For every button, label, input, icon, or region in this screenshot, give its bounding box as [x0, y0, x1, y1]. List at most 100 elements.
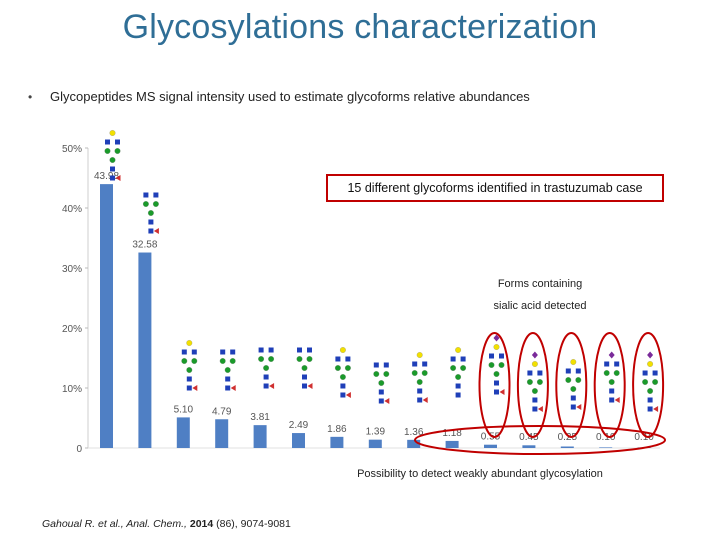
y-tick-label: 50% [62, 144, 82, 155]
citation-authors: Gahoual R. et al., Anal. Chem., [42, 518, 190, 530]
low-abundance-note: Possibility to detect weakly abundant gl… [357, 468, 603, 480]
bar-value-label: 0.25 [558, 432, 578, 443]
bar [368, 439, 382, 448]
glcnac-square [604, 361, 610, 367]
glcnac-square [345, 356, 351, 362]
mannose-circle [450, 365, 457, 371]
mannose-circle [460, 365, 467, 371]
bar [253, 425, 267, 448]
galactose-circle [186, 340, 193, 346]
glcnac-square [499, 353, 504, 359]
glcnac-square [263, 383, 269, 389]
glcnac-square [532, 406, 538, 412]
mannose-circle [306, 356, 313, 362]
glcnac-square [225, 376, 231, 382]
glcnac-square [258, 347, 264, 353]
citation-year: 2014 [189, 518, 214, 530]
mannose-circle [378, 380, 385, 386]
glcnac-square [532, 397, 538, 403]
galactose-circle [570, 359, 577, 365]
glcnac-square [268, 347, 274, 353]
sialic-highlight-ellipse [555, 332, 588, 438]
sialic-highlight-ellipse [593, 332, 626, 438]
glycan-structure [334, 347, 351, 398]
galactose-circle [531, 361, 538, 367]
mannose-circle [224, 367, 231, 373]
mannose-circle [109, 157, 116, 163]
fucose-triangle [384, 398, 390, 404]
mannose-circle [147, 210, 154, 216]
sialic-diamond [647, 351, 654, 359]
mannose-circle [229, 358, 236, 364]
glycan-structure [411, 352, 428, 403]
bar [599, 447, 613, 448]
mannose-circle [181, 358, 188, 364]
mannose-circle [186, 367, 193, 373]
glycan-structure [258, 347, 275, 389]
sialic-diamond [608, 351, 615, 359]
sialic-highlight-ellipse [516, 332, 549, 438]
mannose-circle [258, 356, 265, 362]
glcnac-square [609, 388, 615, 394]
glycan-structures-group [104, 130, 659, 412]
bar-value-label: 1.36 [404, 427, 424, 438]
glcnac-square [225, 385, 231, 391]
sialic-note-line2: sialic acid detected [493, 300, 587, 312]
fucose-triangle [653, 406, 659, 412]
slide-title: Glycosylations characterization [122, 8, 598, 46]
glycan-structure [373, 362, 390, 404]
bullet-text: Glycopeptides MS signal intensity used t… [50, 89, 530, 104]
glcnac-square [143, 192, 149, 198]
sialic-diamond [531, 351, 538, 359]
galactose-circle [416, 352, 423, 358]
glcnac-square [417, 397, 423, 403]
mannose-circle [642, 379, 649, 385]
glcnac-square [417, 388, 423, 394]
mannose-circle [531, 388, 538, 394]
mannose-circle [493, 371, 500, 377]
galactose-circle [109, 130, 116, 136]
glcnac-square [450, 356, 456, 362]
bar-value-label: 0.10 [634, 432, 654, 443]
glcnac-square [181, 349, 187, 355]
fucose-triangle [614, 397, 620, 403]
glcnac-square [575, 368, 581, 374]
bar-value-label: 0.10 [596, 432, 616, 443]
mannose-circle [296, 356, 303, 362]
mannose-circle [565, 377, 572, 383]
mannose-circle [647, 388, 654, 394]
citation-rest: (86), 9074-9081 [213, 518, 291, 530]
glycan-structure [450, 347, 467, 398]
mannose-circle [603, 370, 610, 376]
bar [215, 419, 229, 448]
low-abundance-highlight-ellipse [414, 425, 666, 455]
mannose-circle [339, 374, 346, 380]
mannose-circle [613, 370, 620, 376]
glcnac-square [460, 356, 466, 362]
bar [138, 252, 152, 448]
bar-value-label: 3.81 [250, 412, 270, 423]
glcnac-square [412, 361, 418, 367]
glcnac-square [378, 389, 384, 395]
glycan-structure [104, 130, 121, 181]
bar-value-label: 0.45 [519, 432, 539, 443]
glcnac-square [191, 349, 197, 355]
glcnac-square [148, 228, 154, 234]
sialic-note-line1: Forms containing [497, 278, 583, 290]
mannose-circle [383, 371, 390, 377]
galactose-circle [493, 344, 500, 350]
mannose-circle [114, 148, 121, 154]
glcnac-square [570, 404, 576, 410]
mannose-circle [263, 365, 270, 371]
glcnac-square [489, 353, 494, 359]
mannose-circle [455, 374, 462, 380]
mannose-circle [488, 362, 495, 368]
glcnac-square [115, 139, 120, 145]
bar-value-label: 1.86 [327, 424, 347, 435]
glycan-structure [142, 192, 159, 234]
mannose-circle [152, 201, 159, 207]
bar [100, 184, 113, 448]
glcnac-square [455, 392, 461, 398]
citation: Gahoual R. et al., Anal. Chem., 2014 (86… [42, 518, 291, 530]
fucose-triangle [422, 397, 428, 403]
